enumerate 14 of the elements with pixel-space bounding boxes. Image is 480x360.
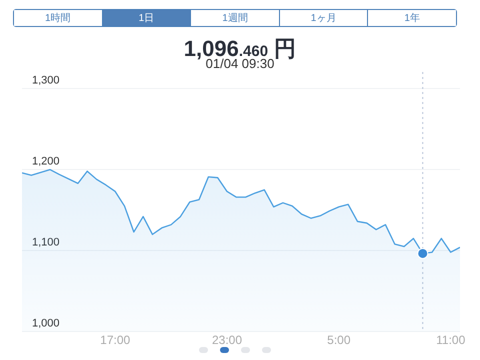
x-tick-label: 17:00	[100, 333, 131, 348]
y-tick-label: 1,000	[32, 318, 60, 330]
y-tick-label: 1,200	[32, 156, 60, 168]
y-tick-label: 1,100	[32, 236, 60, 249]
text: 1ヶ月	[278, 10, 368, 26]
text: 1週間	[190, 10, 279, 26]
x-tick-label: 23:00	[212, 333, 242, 348]
text: 1時間	[14, 10, 102, 26]
text: 1年	[367, 10, 456, 26]
x-tick-label: 11:00	[436, 333, 466, 348]
text: 1日	[102, 10, 190, 26]
chart-subtitle: 01/04 09:30	[206, 56, 276, 71]
x-tick-label: 5:00	[327, 333, 351, 348]
y-tick-label: 1,300	[32, 74, 60, 87]
